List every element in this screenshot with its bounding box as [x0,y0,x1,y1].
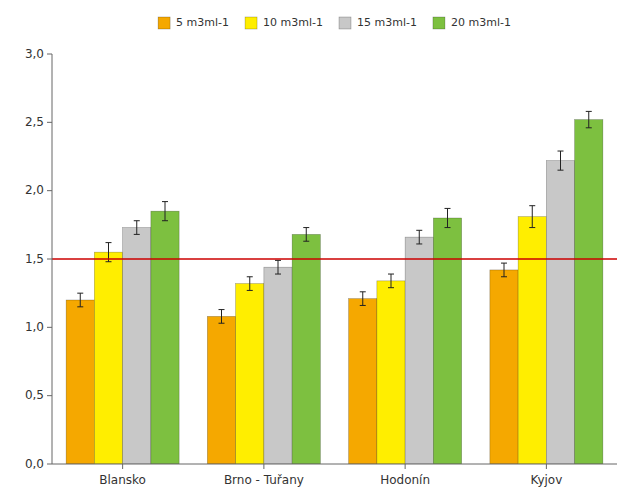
error-bar [303,228,309,242]
bar [264,267,292,464]
x-tick-label: Kyjov [530,473,562,487]
legend-label: 20 m3ml-1 [451,16,511,29]
error-bar [219,310,225,324]
y-tick-label: 0,5 [25,388,44,402]
bar [518,217,546,464]
error-bar [416,230,422,244]
error-bar [445,208,451,227]
y-tick [47,122,52,123]
x-tick [546,464,547,469]
y-tick-label: 1,5 [25,252,44,266]
error-bar [529,206,535,228]
y-axis-line [52,54,53,464]
error-bars [77,111,592,323]
bar [236,284,264,464]
error-bar [360,292,366,306]
reference-line [52,258,617,260]
y-tick [47,327,52,328]
x-axis: Blansko Brno - Tuřany Hodonín Kyjov [99,464,562,487]
error-bar [162,202,168,221]
y-tick-label: 1,0 [25,320,44,334]
legend-swatch [158,17,170,29]
y-tick-label: 3,0 [25,47,44,61]
y-tick-label: 0,0 [25,457,44,471]
x-axis-line [52,464,617,465]
error-bar [134,221,140,235]
bar [490,270,518,464]
y-tick-label: 2,5 [25,115,44,129]
bar [575,120,603,464]
bar [377,281,405,464]
legend-label: 5 m3ml-1 [176,16,229,29]
y-tick [47,464,52,465]
y-tick [47,54,52,55]
legend-label: 10 m3ml-1 [263,16,323,29]
bar [349,299,377,464]
legend-label: 15 m3ml-1 [357,16,417,29]
x-tick-label: Blansko [99,473,146,487]
bars [66,120,603,464]
bar [151,211,179,464]
x-tick-label: Hodonín [380,473,430,487]
legend-swatch [339,17,351,29]
legend: 5 m3ml-1 10 m3ml-1 15 m3ml-1 20 m3ml-1 [158,16,511,29]
x-tick-label: Brno - Tuřany [224,473,304,487]
y-tick [47,259,52,260]
y-tick-label: 2,0 [25,183,44,197]
chart: 0,0 0,5 1,0 1,5 2,0 2,5 3,0 Blansko Brno - Tuřan… [0,0,633,504]
error-bar [586,111,592,127]
error-bar [247,277,253,291]
legend-swatch [245,17,257,29]
x-tick [263,464,264,469]
bar [66,300,94,464]
bar [405,237,433,464]
bar [546,161,574,464]
bar [292,234,320,464]
x-tick [405,464,406,469]
bar [123,228,151,464]
error-bar [388,274,394,288]
y-axis: 0,0 0,5 1,0 1,5 2,0 2,5 3,0 [25,47,52,471]
legend-swatch [433,17,445,29]
reference [52,259,617,260]
y-tick [47,190,52,191]
y-tick [47,395,52,396]
error-bar [501,263,507,277]
bar [207,316,235,464]
error-bar [558,151,564,170]
error-bar [77,293,83,307]
x-tick [122,464,123,469]
bar [433,218,461,464]
error-bar [275,260,281,274]
bar [94,252,122,464]
